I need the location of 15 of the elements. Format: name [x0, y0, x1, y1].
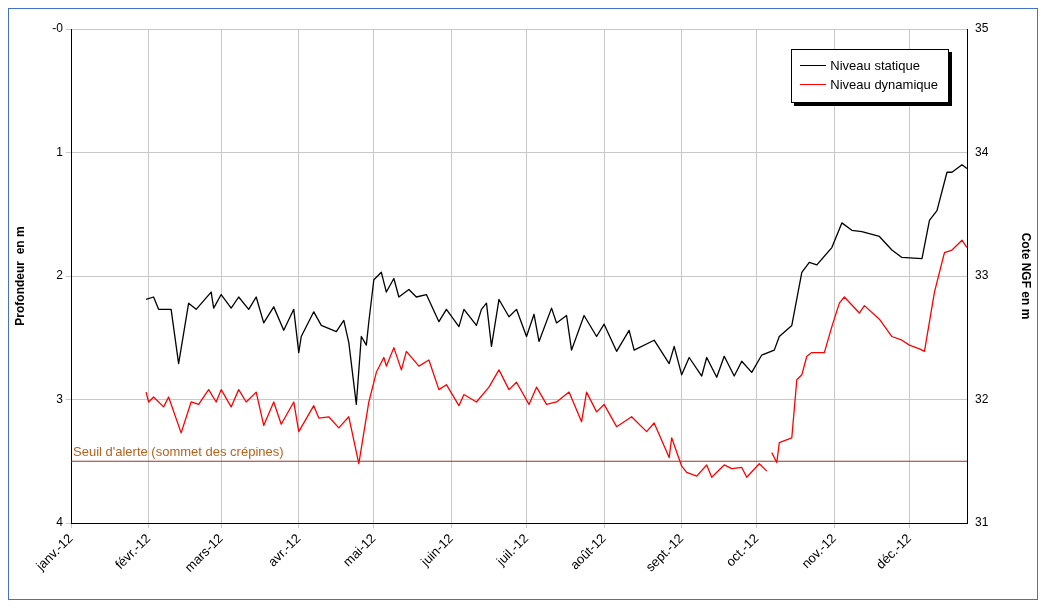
y-axis-title: Profondeur en m	[12, 226, 27, 326]
ref-line-label: Seuil d'alerte (sommet des crépines)	[73, 444, 284, 460]
y2-tick-label: 33	[975, 268, 989, 283]
y-tick-label: -0	[52, 21, 64, 36]
y-tick-label: 4	[56, 515, 64, 530]
y2-tick-label: 32	[975, 391, 989, 406]
y-tick-label: 3	[56, 391, 64, 406]
y2-tick-label: 34	[975, 144, 989, 159]
legend-label: Niveau statique	[830, 58, 920, 73]
y2-axis-title: Cote NGF en m	[1019, 232, 1034, 320]
y2-tick-label: 35	[975, 21, 989, 36]
legend-label: Niveau dynamique	[830, 77, 938, 92]
y-tick-label: 2	[56, 268, 64, 283]
y2-tick-label: 31	[975, 515, 989, 530]
y-tick-label: 1	[56, 144, 64, 159]
